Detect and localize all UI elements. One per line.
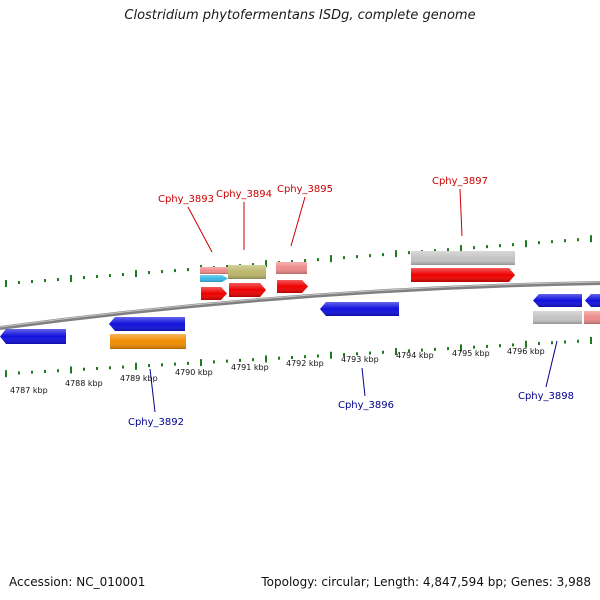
gene-feature-blue[interactable] xyxy=(585,294,600,307)
forward-gene-label[interactable]: Cphy_3893 xyxy=(158,194,214,205)
forward-callout-line xyxy=(290,196,306,247)
scale-label: 4794 kbp xyxy=(396,351,434,360)
scale-label: 4787 kbp xyxy=(10,386,48,395)
gene-feature-pink[interactable] xyxy=(200,267,228,274)
map-title: Clostridium phytofermentans ISDg, comple… xyxy=(124,8,476,23)
accession-text: Accession: NC_010001 xyxy=(9,575,146,589)
gene-feature-olive[interactable] xyxy=(228,265,266,279)
genome-backbone-highlight xyxy=(0,281,600,328)
gene-feature-blue[interactable] xyxy=(109,317,185,331)
gene-feature-red[interactable] xyxy=(201,287,227,300)
gene-feature-blue[interactable] xyxy=(0,329,66,344)
scale-label: 4793 kbp xyxy=(341,355,379,364)
scale-labels: 4787 kbp 4788 kbp 4789 kbp 4790 kbp 4791 kbp… xyxy=(10,347,545,395)
forward-gene-label[interactable]: Cphy_3895 xyxy=(277,184,333,195)
scale-label: 4795 kbp xyxy=(452,349,490,358)
reverse-callout-line xyxy=(545,340,558,388)
gene-feature-pink[interactable] xyxy=(584,311,600,324)
scale-label: 4792 kbp xyxy=(286,359,324,368)
scale-label: 4788 kbp xyxy=(65,379,103,388)
gene-callouts: Cphy_3893 Cphy_3894 Cphy_3895 Cphy_3897 Cphy… xyxy=(128,176,574,428)
reverse-gene-label[interactable]: Cphy_3898 xyxy=(518,391,574,402)
gene-feature-pink[interactable] xyxy=(276,262,307,274)
genome-backbone xyxy=(0,281,600,330)
reverse-gene-label[interactable]: Cphy_3896 xyxy=(338,400,394,411)
gene-feature-orange[interactable] xyxy=(110,334,186,349)
scale-label: 4796 kbp xyxy=(507,347,545,356)
gene-feature-gray[interactable] xyxy=(533,311,582,324)
scale-label: 4791 kbp xyxy=(231,363,269,372)
feature-track[interactable] xyxy=(0,251,600,349)
reverse-gene-label[interactable]: Cphy_3892 xyxy=(128,417,184,428)
gene-feature-gray[interactable] xyxy=(411,251,515,265)
gene-feature-red[interactable] xyxy=(277,280,308,293)
scale-label: 4790 kbp xyxy=(175,368,213,377)
forward-callout-line xyxy=(459,188,463,237)
gene-feature-cyan[interactable] xyxy=(200,275,228,282)
forward-callout-line xyxy=(187,206,213,253)
inner-tick-track xyxy=(5,337,592,378)
gene-feature-blue[interactable] xyxy=(320,302,399,316)
scale-label: 4789 kbp xyxy=(120,374,158,383)
reverse-callout-line xyxy=(149,368,156,413)
genome-summary-text: Topology: circular; Length: 4,847,594 bp… xyxy=(261,575,591,589)
reverse-callout-line xyxy=(361,367,366,397)
gene-feature-red[interactable] xyxy=(229,283,266,297)
forward-gene-label[interactable]: Cphy_3897 xyxy=(432,176,488,187)
gene-feature-blue[interactable] xyxy=(533,294,582,307)
forward-gene-label[interactable]: Cphy_3894 xyxy=(216,189,272,200)
gene-feature-red[interactable] xyxy=(411,268,515,282)
